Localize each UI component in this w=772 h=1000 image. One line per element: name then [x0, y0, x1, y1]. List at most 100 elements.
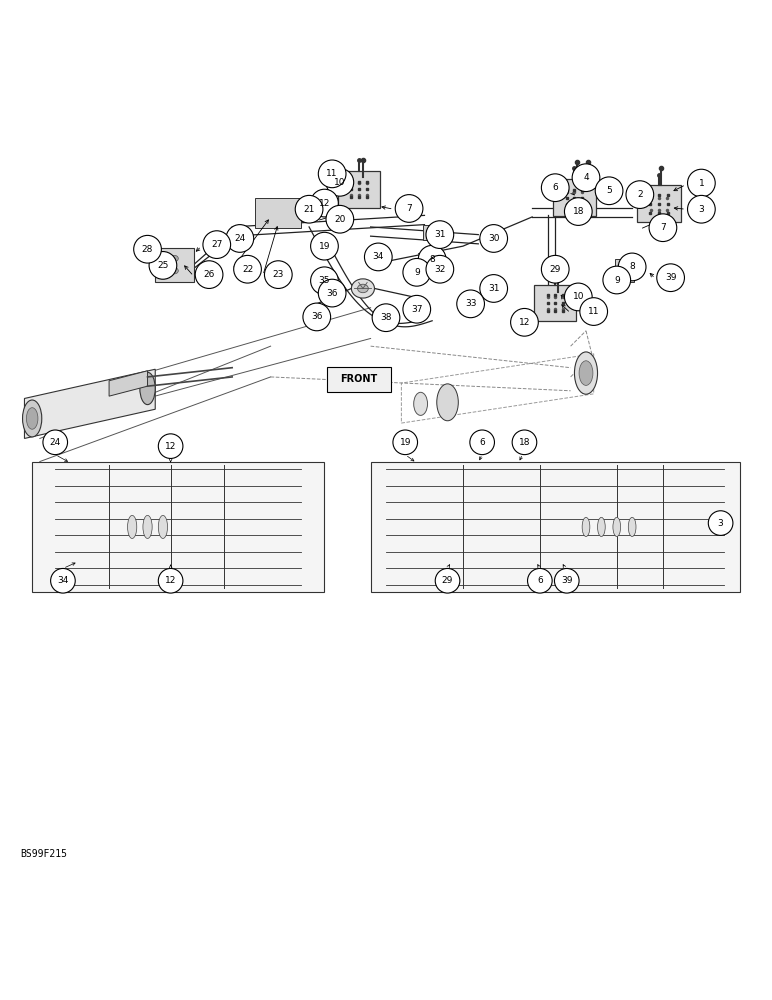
- Text: 34: 34: [57, 576, 69, 585]
- Ellipse shape: [357, 284, 368, 293]
- Text: 31: 31: [434, 230, 445, 239]
- Circle shape: [512, 430, 537, 455]
- Circle shape: [480, 225, 507, 252]
- Text: 23: 23: [273, 270, 284, 279]
- Text: 36: 36: [311, 312, 323, 321]
- Text: 33: 33: [465, 299, 476, 308]
- Text: 21: 21: [303, 205, 315, 214]
- Circle shape: [372, 304, 400, 332]
- PathPatch shape: [25, 369, 155, 438]
- Circle shape: [393, 430, 418, 455]
- Circle shape: [158, 434, 183, 458]
- FancyBboxPatch shape: [615, 267, 634, 282]
- Text: 39: 39: [561, 576, 573, 585]
- Circle shape: [326, 168, 354, 196]
- Text: 29: 29: [442, 576, 453, 585]
- Ellipse shape: [574, 352, 598, 394]
- Text: 31: 31: [488, 284, 499, 293]
- Text: 4: 4: [583, 173, 589, 182]
- Circle shape: [418, 245, 446, 273]
- Circle shape: [541, 174, 569, 202]
- Text: 12: 12: [165, 442, 176, 451]
- Text: 10: 10: [573, 292, 584, 301]
- Text: 9: 9: [614, 276, 620, 285]
- Text: 7: 7: [406, 204, 412, 213]
- FancyBboxPatch shape: [534, 285, 577, 321]
- FancyBboxPatch shape: [338, 171, 381, 208]
- Circle shape: [403, 258, 431, 286]
- Circle shape: [688, 195, 715, 223]
- Circle shape: [510, 308, 538, 336]
- Ellipse shape: [26, 408, 38, 429]
- Circle shape: [480, 275, 507, 302]
- Ellipse shape: [613, 517, 621, 537]
- FancyBboxPatch shape: [637, 185, 682, 222]
- FancyBboxPatch shape: [155, 248, 194, 282]
- Text: 2: 2: [637, 190, 642, 199]
- Circle shape: [195, 261, 223, 288]
- Text: 10: 10: [334, 178, 346, 187]
- Ellipse shape: [22, 400, 42, 437]
- Ellipse shape: [171, 255, 178, 262]
- Text: 6: 6: [552, 183, 558, 192]
- Circle shape: [318, 279, 346, 307]
- Text: 19: 19: [399, 438, 411, 447]
- Ellipse shape: [628, 517, 636, 537]
- Circle shape: [649, 214, 677, 242]
- Text: 8: 8: [629, 262, 635, 271]
- Text: 1: 1: [699, 179, 704, 188]
- Text: 19: 19: [319, 242, 330, 251]
- Text: 20: 20: [334, 215, 346, 224]
- Circle shape: [626, 181, 654, 208]
- Text: 32: 32: [434, 265, 445, 274]
- FancyBboxPatch shape: [615, 259, 634, 275]
- Text: 12: 12: [519, 318, 530, 327]
- Circle shape: [435, 568, 460, 593]
- Circle shape: [395, 195, 423, 222]
- Ellipse shape: [143, 515, 152, 538]
- Circle shape: [310, 267, 338, 295]
- Text: 36: 36: [327, 289, 338, 298]
- Circle shape: [318, 160, 346, 188]
- Circle shape: [426, 255, 454, 283]
- Text: 39: 39: [665, 273, 676, 282]
- Circle shape: [688, 169, 715, 197]
- Text: 27: 27: [211, 240, 222, 249]
- Circle shape: [580, 298, 608, 325]
- Text: 26: 26: [203, 270, 215, 279]
- FancyBboxPatch shape: [32, 462, 324, 592]
- Circle shape: [303, 303, 330, 331]
- Ellipse shape: [171, 268, 178, 274]
- Ellipse shape: [437, 384, 459, 421]
- Circle shape: [234, 255, 262, 283]
- Text: 24: 24: [234, 234, 245, 243]
- Text: 24: 24: [49, 438, 61, 447]
- Text: 22: 22: [242, 265, 253, 274]
- Circle shape: [295, 195, 323, 223]
- Circle shape: [265, 261, 292, 288]
- Text: 29: 29: [550, 265, 561, 274]
- Circle shape: [364, 243, 392, 271]
- Ellipse shape: [414, 392, 428, 415]
- Circle shape: [541, 255, 569, 283]
- Text: BS99F215: BS99F215: [21, 849, 68, 859]
- Ellipse shape: [598, 517, 605, 537]
- Circle shape: [134, 235, 161, 263]
- Text: 18: 18: [519, 438, 530, 447]
- Circle shape: [564, 198, 592, 225]
- FancyBboxPatch shape: [554, 179, 596, 216]
- Text: 7: 7: [660, 223, 665, 232]
- Text: 35: 35: [319, 276, 330, 285]
- Text: 6: 6: [537, 576, 543, 585]
- Circle shape: [554, 568, 579, 593]
- Circle shape: [226, 225, 254, 252]
- Circle shape: [310, 189, 338, 217]
- FancyBboxPatch shape: [256, 198, 301, 228]
- Circle shape: [657, 264, 685, 292]
- Circle shape: [203, 231, 231, 258]
- Circle shape: [403, 295, 431, 323]
- Ellipse shape: [158, 515, 168, 538]
- Text: 9: 9: [414, 268, 420, 277]
- Circle shape: [158, 568, 183, 593]
- Text: 37: 37: [411, 305, 422, 314]
